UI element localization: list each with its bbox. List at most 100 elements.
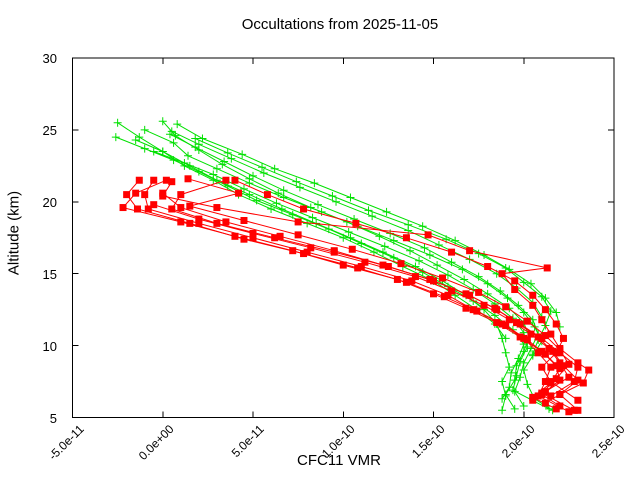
- plus-marker: [545, 404, 554, 413]
- occultation-green-04: [165, 130, 543, 410]
- plus-marker: [510, 404, 519, 413]
- plus-marker: [406, 246, 415, 255]
- square-marker: [570, 406, 578, 414]
- plus-marker: [512, 371, 521, 380]
- plus-marker: [507, 368, 516, 377]
- square-marker: [352, 219, 360, 227]
- plus-marker: [519, 308, 528, 317]
- square-marker: [556, 365, 564, 373]
- plus-marker: [223, 148, 232, 157]
- square-marker: [570, 378, 578, 386]
- occultation-green-06-line: [194, 138, 552, 355]
- plus-marker: [505, 363, 514, 372]
- square-marker: [552, 362, 560, 370]
- square-marker: [354, 264, 362, 272]
- square-marker: [357, 263, 365, 271]
- square-marker: [348, 245, 356, 253]
- square-marker: [249, 234, 257, 242]
- square-marker: [523, 317, 531, 325]
- square-marker: [547, 392, 555, 400]
- occultation-red-05: [159, 178, 593, 407]
- plus-marker: [220, 157, 229, 166]
- occultation-green-01: [113, 118, 510, 343]
- square-marker: [534, 333, 542, 341]
- square-marker: [547, 330, 555, 338]
- square-marker: [424, 231, 432, 239]
- square-marker: [132, 189, 140, 197]
- square-marker: [552, 405, 560, 413]
- square-marker: [150, 201, 158, 209]
- plus-marker: [480, 251, 489, 260]
- plus-marker: [460, 275, 469, 284]
- square-marker: [123, 191, 131, 199]
- square-marker: [513, 319, 521, 327]
- square-marker: [556, 390, 564, 398]
- occultation-green-09: [149, 147, 554, 413]
- plus-marker: [131, 135, 140, 144]
- plus-marker: [198, 134, 207, 143]
- square-marker: [466, 247, 474, 255]
- plus-marker: [310, 179, 319, 188]
- square-marker: [541, 332, 549, 340]
- plus-marker: [328, 192, 337, 201]
- square-marker: [493, 319, 501, 327]
- square-marker: [541, 306, 549, 314]
- square-marker: [135, 176, 143, 184]
- plus-marker: [272, 199, 281, 208]
- plus-marker: [458, 265, 467, 274]
- plus-marker: [292, 177, 301, 186]
- square-marker: [549, 347, 557, 355]
- plus-marker: [308, 213, 317, 222]
- square-marker: [177, 218, 185, 226]
- plus-marker: [158, 117, 167, 126]
- square-marker: [222, 218, 230, 226]
- y-tick-label: 20: [42, 194, 57, 210]
- square-marker: [579, 379, 587, 387]
- plus-marker: [526, 279, 535, 288]
- plus-marker: [259, 169, 268, 178]
- square-marker: [231, 176, 239, 184]
- plus-marker: [258, 163, 267, 172]
- plus-marker: [295, 183, 304, 192]
- occultation-green-10-line: [171, 130, 543, 318]
- square-marker: [195, 215, 203, 223]
- plus-marker: [111, 133, 120, 142]
- occultation-red-08-line: [153, 204, 570, 401]
- occultation-green-04-line: [169, 133, 539, 407]
- square-marker: [276, 232, 284, 240]
- square-marker: [430, 290, 437, 298]
- square-marker: [168, 178, 176, 186]
- square-marker: [523, 336, 531, 344]
- occultation-green-06: [191, 134, 555, 359]
- square-marker: [511, 277, 519, 285]
- square-marker: [294, 218, 302, 226]
- plus-marker: [516, 373, 525, 382]
- square-marker: [556, 376, 564, 384]
- square-marker: [538, 363, 546, 371]
- square-marker: [574, 396, 582, 404]
- square-marker: [249, 229, 257, 237]
- plus-marker: [249, 171, 257, 180]
- occultation-red-09: [231, 176, 582, 404]
- square-marker: [529, 301, 537, 309]
- plus-marker: [113, 118, 122, 127]
- square-marker: [426, 275, 434, 283]
- plus-marker: [346, 233, 355, 242]
- occultation-red-09-line: [234, 179, 579, 401]
- square-marker: [545, 344, 553, 352]
- square-marker: [574, 363, 582, 371]
- square-marker: [263, 191, 271, 199]
- plus-marker: [380, 242, 389, 251]
- square-marker: [177, 204, 185, 212]
- square-marker: [527, 330, 535, 338]
- square-marker: [574, 359, 582, 367]
- square-marker: [133, 205, 141, 213]
- plus-marker: [140, 144, 149, 153]
- plus-marker: [498, 334, 507, 343]
- plus-marker: [552, 308, 561, 317]
- y-tick-label: 5: [49, 410, 57, 426]
- plus-marker: [238, 150, 247, 159]
- square-marker: [271, 234, 279, 242]
- occultation-green-08: [173, 120, 564, 331]
